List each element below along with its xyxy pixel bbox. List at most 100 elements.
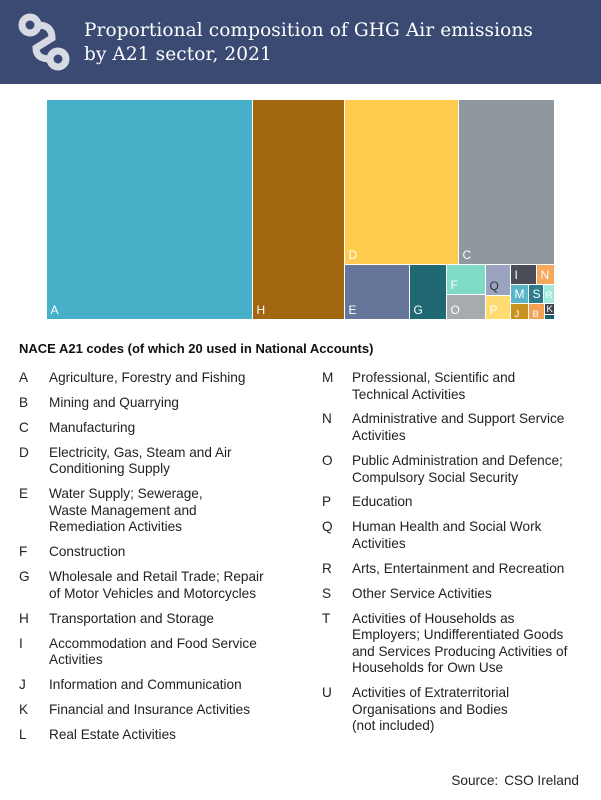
treemap-label-b: B [533, 309, 539, 320]
legend-code: F [19, 544, 28, 560]
legend-description: Electricity, Gas, Steam and Air Conditio… [49, 444, 232, 477]
legend-description: Mining and Quarrying [49, 394, 179, 410]
treemap-label-r: R [546, 290, 553, 301]
treemap-label-e: E [349, 303, 357, 317]
legend-code: K [19, 701, 29, 717]
source-label: Source: [451, 773, 499, 788]
treemap-label-m: M [515, 287, 525, 301]
legend-code: O [322, 452, 333, 468]
legend-description: Administrative and Support Service Activ… [352, 411, 565, 444]
legend-description: Transportation and Storage [49, 610, 214, 626]
treemap-label-d: D [349, 248, 358, 262]
legend-code: M [322, 370, 334, 385]
legend-item-h: H Transportation and Storage [19, 611, 299, 628]
legend-code: J [19, 676, 26, 692]
treemap-label-c: C [463, 248, 472, 262]
legend-description: Human Health and Social Work Activities [352, 519, 542, 551]
legend-description: Activities of Extraterritorial Organisat… [352, 685, 510, 734]
legend-item-g: G Wholesale and Retail Trade; Repair of M… [19, 569, 299, 602]
legend-code: G [19, 569, 30, 585]
legend-column-left: A Agriculture, Forestry and Fishing B Minin… [19, 370, 299, 752]
treemap-cell-other [545, 315, 554, 319]
chart-title: Proportional composition of GHG Air emis… [84, 19, 584, 67]
treemap-label-i: I [515, 268, 518, 282]
legend-code: S [322, 585, 332, 601]
treemap-cell-r [544, 285, 554, 303]
legend-title: NACE A21 codes (of which 20 used in Nati… [19, 341, 374, 356]
legend-item-e: E Water Supply; Sewerage, Waste Managemen… [19, 486, 299, 536]
treemap-label-h: H [257, 303, 266, 317]
legend-item-k: K Financial and Insurance Activities [19, 702, 299, 719]
chart-header: Proportional composition of GHG Air emis… [0, 0, 601, 84]
treemap-label-a: A [51, 303, 59, 317]
treemap-cell-o [447, 295, 485, 319]
treemap-cell-s [529, 285, 543, 303]
treemap-cell-h [253, 100, 344, 319]
legend-code: H [19, 610, 29, 626]
legend-description: Accommodation and Food Service Activitie… [49, 635, 257, 668]
legend-code: A [19, 370, 29, 385]
legend-description: Public Administration and Defence; Compu… [352, 452, 563, 485]
cso-logo-icon [18, 13, 70, 71]
legend-item-d: D Electricity, Gas, Steam and Air Conditi… [19, 445, 299, 478]
legend-description: Arts, Entertainment and Recreation [352, 560, 565, 576]
legend-description: Activities of Households as Employers; U… [352, 610, 568, 676]
legend-code: C [19, 419, 29, 435]
treemap-label-p: P [490, 303, 498, 317]
chart-title-line-1: Proportional composition of GHG Air emis… [84, 20, 533, 41]
legend-code: U [322, 685, 332, 701]
legend-item-u: U Activities of Extraterritorial Organisa… [322, 685, 592, 735]
legend-column-right: M Professional, Scientific and Technical … [322, 370, 592, 743]
treemap-cell-j [511, 304, 528, 319]
legend-description: Agriculture, Forestry and Fishing [49, 370, 246, 385]
treemap-cell-p [486, 296, 510, 319]
legend-code: L [19, 726, 27, 742]
treemap-label-k: K [547, 304, 554, 315]
legend-code: D [19, 444, 29, 460]
source-note: Source: CSO Ireland [451, 773, 579, 788]
legend-description: Other Service Activities [352, 585, 492, 601]
legend-code: E [19, 486, 29, 502]
treemap-cell-g [410, 265, 446, 319]
legend-description: Water Supply; Sewerage, Waste Management… [49, 486, 203, 535]
legend-item-c: C Manufacturing [19, 420, 299, 437]
legend-description: Manufacturing [49, 419, 136, 435]
treemap-cell-m [511, 285, 528, 303]
legend-item-i: I Accommodation and Food Service Activiti… [19, 636, 299, 669]
treemap-label-n: N [541, 268, 550, 282]
legend-code: N [322, 411, 332, 427]
treemap-label-o: O [451, 303, 460, 317]
treemap-label-f: F [451, 278, 458, 292]
treemap-cell-i [511, 265, 536, 284]
legend-item-f: F Construction [19, 544, 299, 561]
treemap-label-j: J [515, 309, 520, 320]
treemap-cell-c [459, 100, 554, 264]
legend-item-r: R Arts, Entertainment and Recreation [322, 561, 592, 578]
legend-item-p: P Education [322, 494, 592, 511]
legend-description: Education [352, 494, 413, 510]
legend-item-j: J Information and Communication [19, 677, 299, 694]
legend-code: B [19, 394, 29, 410]
legend-item-m: M Professional, Scientific and Technical … [322, 370, 592, 403]
legend-code: R [322, 560, 332, 576]
chart-title-line-2: by A21 sector, 2021 [84, 44, 272, 65]
legend-item-s: S Other Service Activities [322, 586, 592, 603]
treemap-cell-a [47, 100, 252, 319]
treemap-cell-e [345, 265, 409, 319]
treemap-cell-f [447, 265, 485, 294]
legend-description: Real Estate Activities [49, 726, 176, 742]
legend-code: I [19, 635, 23, 651]
legend-description: Professional, Scientific and Technical A… [352, 370, 516, 402]
legend-code: Q [322, 519, 333, 535]
source-value: CSO Ireland [504, 773, 579, 788]
legend-item-t: T Activities of Households as Employers; … [322, 611, 592, 677]
legend-code: T [322, 610, 331, 626]
legend-item-n: N Administrative and Support Service Acti… [322, 411, 592, 444]
treemap-cell-n [537, 265, 554, 284]
legend-item-q: Q Human Health and Social Work Activities [322, 519, 592, 552]
treemap-cell-d [345, 100, 458, 264]
legend-description: Construction [49, 544, 126, 560]
legend-item-o: O Public Administration and Defence; Comp… [322, 453, 592, 486]
legend-description: Financial and Insurance Activities [49, 701, 250, 717]
treemap-cell-q [486, 265, 510, 295]
